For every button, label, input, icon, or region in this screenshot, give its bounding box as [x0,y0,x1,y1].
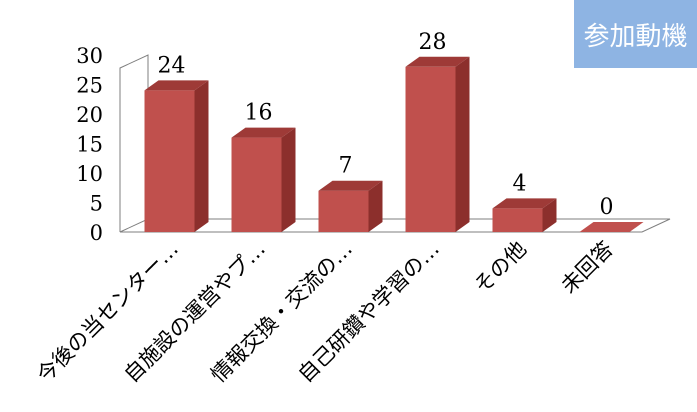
y-tick-label: 10 [76,162,103,186]
bar-side [194,80,209,233]
data-label: 16 [245,101,273,126]
bar-top [144,80,209,91]
y-tick-label: 5 [90,192,103,216]
bar-front [492,208,543,232]
bar-side [455,56,470,232]
x-axis: 今後の当センター…自施設の運営やプ…情報交換・交流の…自己研鑽や学習の… その他未… [32,237,618,388]
x-tick-label: 今後の当センター… [32,237,183,388]
bar-side [281,127,296,232]
x-tick-label: その他 [470,237,532,299]
data-label: 4 [513,171,527,196]
data-label: 28 [419,30,447,55]
data-labels: 24 16 7 28 4 0 [158,30,614,220]
y-tick-label: 0 [90,221,103,245]
chart-left-wall [119,54,149,232]
y-tick-label: 20 [76,103,103,127]
x-tick-label: 自施設の運営やプ… [119,237,270,388]
bar-front [405,66,456,232]
data-label: 24 [158,53,186,78]
bar-top [318,180,383,191]
category-tag: 参加動機 [574,0,697,68]
data-label: 7 [339,154,353,179]
bar-side [542,198,557,232]
y-tick-label: 15 [76,133,103,157]
y-tick-label: 25 [76,74,103,98]
bar-front [318,190,369,232]
data-label: 0 [600,195,614,220]
bar-top [405,56,470,67]
bar-side [368,180,383,232]
bar-top [231,127,296,138]
x-tick-label: 情報交換・交流の… [206,237,357,388]
bar-front [231,137,282,232]
y-tick-label: 30 [76,44,103,68]
bar-front [144,90,195,233]
x-tick-label: 未回答 [557,237,619,299]
x-tick-label: 自己研鑽や学習の… [293,237,444,388]
bar-flat [579,222,644,232]
bars [144,56,644,233]
bar-top [492,198,557,209]
y-axis: 0 5 10 15 20 25 30 [76,44,103,245]
